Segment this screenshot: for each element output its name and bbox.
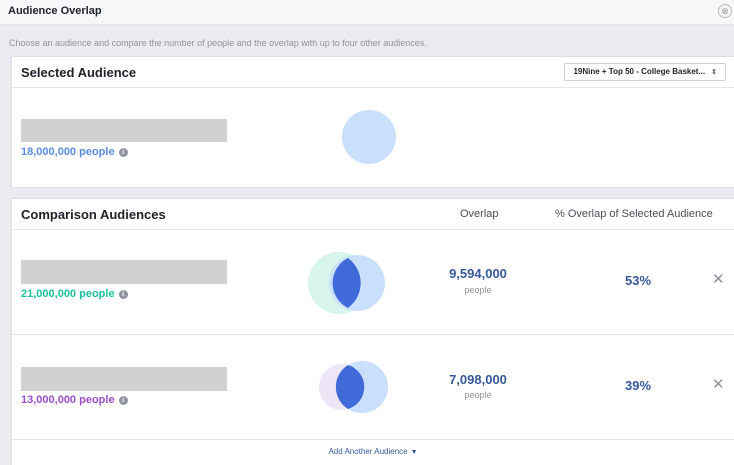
remove-x-icon[interactable]: ✕ bbox=[712, 271, 725, 288]
selected-audience-heading: Selected Audience bbox=[21, 65, 137, 80]
overlap-column-header: Overlap bbox=[460, 208, 499, 220]
overlap-count-label: people bbox=[464, 285, 492, 295]
dialog-titlebar: Audience Overlap ⊗ bbox=[0, 0, 734, 25]
comparison-audience-count: 21,000,000 people i bbox=[21, 288, 128, 300]
redacted-audience-name bbox=[21, 260, 227, 284]
info-icon[interactable]: i bbox=[118, 148, 128, 157]
audience-select-value: 19Nine + Top 50 - College Basket... bbox=[573, 67, 706, 76]
comparison-audiences-panel: Comparison Audiences Overlap % Overlap o… bbox=[11, 198, 734, 465]
audience-select-dropdown[interactable]: 19Nine + Top 50 - College Basket... ⇕ bbox=[564, 63, 726, 81]
dropdown-arrow-icon: ⇕ bbox=[711, 69, 717, 76]
selected-audience-count: 18,000,000 people i bbox=[21, 146, 128, 158]
caret-down-icon: ▼ bbox=[410, 449, 418, 456]
comparison-audience-count-text: 13,000,000 people bbox=[21, 394, 115, 406]
overlap-count-label: people bbox=[464, 390, 492, 400]
comparison-row: 13,000,000 people i 7,098,000 people 39% … bbox=[12, 335, 734, 440]
overlap-count: 9,594,000 bbox=[449, 266, 507, 281]
info-icon[interactable]: i bbox=[118, 290, 128, 299]
selected-audience-header: Selected Audience 19Nine + Top 50 - Coll… bbox=[12, 57, 734, 88]
selected-audience-panel: Selected Audience 19Nine + Top 50 - Coll… bbox=[11, 56, 734, 188]
comparison-row: 21,000,000 people i 9,594,000 people 53% … bbox=[12, 230, 734, 335]
selected-audience-count-text: 18,000,000 people bbox=[21, 146, 115, 158]
add-another-audience-link[interactable]: Add Another Audience ▼ bbox=[12, 447, 734, 456]
overlap-percent: 39% bbox=[624, 378, 652, 393]
overlap-percent: 53% bbox=[624, 273, 652, 288]
percent-overlap-column-header: % Overlap of Selected Audience bbox=[555, 208, 713, 220]
selected-audience-circle bbox=[342, 110, 396, 164]
venn-diagram bbox=[319, 361, 388, 413]
remove-x-icon[interactable]: ✕ bbox=[712, 376, 725, 393]
info-icon[interactable]: i bbox=[118, 396, 128, 405]
dialog-description: Choose an audience and compare the numbe… bbox=[9, 38, 427, 48]
close-icon[interactable]: ⊗ bbox=[718, 4, 732, 18]
redacted-audience-name bbox=[21, 367, 227, 391]
comparison-audience-count: 13,000,000 people i bbox=[21, 394, 128, 406]
comparison-heading: Comparison Audiences bbox=[21, 207, 166, 222]
comparison-header: Comparison Audiences Overlap % Overlap o… bbox=[12, 199, 734, 230]
redacted-audience-name bbox=[21, 119, 227, 142]
dialog-title: Audience Overlap bbox=[8, 5, 102, 17]
comparison-audience-count-text: 21,000,000 people bbox=[21, 288, 115, 300]
add-another-audience-label: Add Another Audience bbox=[328, 447, 408, 456]
overlap-count: 7,098,000 bbox=[449, 372, 507, 387]
venn-diagram bbox=[308, 252, 385, 314]
